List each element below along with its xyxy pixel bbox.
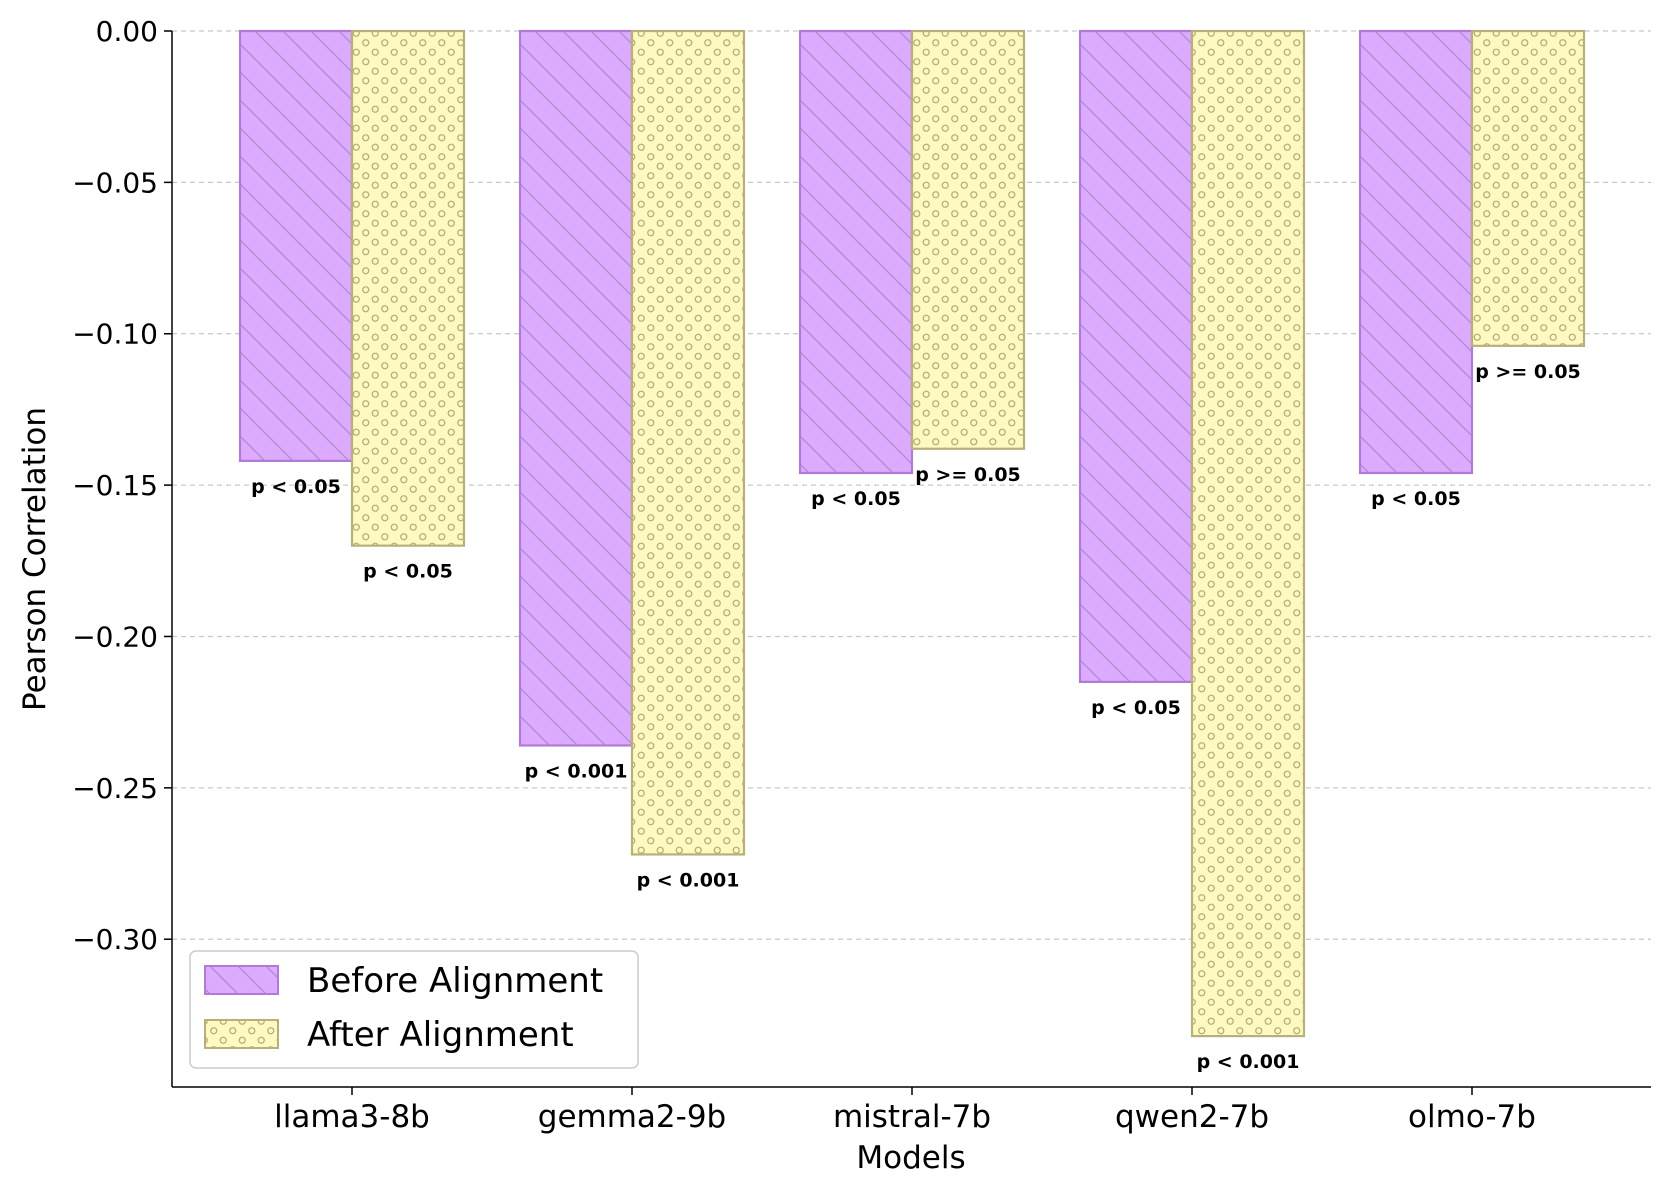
y-ticks: 0.00 −0.05 −0.10 −0.15 −0.20 −0.25 −0.30 (72, 15, 172, 956)
x-tick-label: qwen2-7b (1115, 1099, 1269, 1135)
x-tick-label: llama3-8b (274, 1099, 430, 1135)
y-tick-label: −0.25 (72, 772, 158, 805)
y-tick-label: −0.20 (72, 620, 158, 653)
legend: Before Alignment After Alignment (189, 950, 639, 1069)
y-tick-label: −0.15 (72, 469, 158, 502)
bar-before-gemma2-9b (518, 29, 634, 747)
p-value-label: p < 0.001 (525, 760, 628, 782)
x-tick-label: mistral-7b (833, 1099, 991, 1135)
p-value-label: p < 0.05 (363, 561, 453, 583)
y-tick-label: −0.10 (72, 318, 158, 351)
legend-swatch-after (204, 1019, 279, 1049)
x-ticks: llama3-8b gemma2-9b mistral-7b qwen2-7b olmo… (274, 1087, 1536, 1135)
p-value-label: p < 0.05 (1091, 697, 1181, 719)
bar-before-mistral-7b (798, 29, 914, 475)
p-value-label: p < 0.05 (811, 488, 901, 510)
bar-after-llama3-8b (350, 29, 466, 547)
legend-label-after: After Alignment (307, 1015, 574, 1055)
p-value-label: p < 0.05 (251, 476, 341, 498)
x-tick-label: olmo-7b (1408, 1099, 1536, 1135)
y-tick-label: 0.00 (96, 15, 158, 48)
p-value-labels: p < 0.05 p < 0.05 p < 0.001 p < 0.001 p < 0.… (251, 361, 1581, 1073)
bar-before-olmo-7b (1358, 29, 1474, 475)
p-value-label: p < 0.001 (1197, 1051, 1300, 1073)
bar-after-mistral-7b (910, 29, 1026, 450)
p-value-label: p >= 0.05 (915, 464, 1021, 486)
bar-after-olmo-7b (1470, 29, 1586, 347)
bars-group (238, 29, 1586, 1038)
y-axis-label: Pearson Correlation (17, 407, 53, 711)
p-value-label: p < 0.001 (637, 869, 740, 891)
x-tick-label: gemma2-9b (538, 1099, 726, 1135)
p-value-label: p >= 0.05 (1475, 361, 1581, 383)
bar-before-qwen2-7b (1078, 29, 1194, 683)
legend-label-before: Before Alignment (307, 961, 603, 1001)
bar-after-qwen2-7b (1190, 29, 1306, 1038)
y-tick-label: −0.30 (72, 923, 158, 956)
bar-after-gemma2-9b (630, 29, 746, 856)
y-tick-label: −0.05 (72, 166, 158, 199)
p-value-label: p < 0.05 (1371, 488, 1461, 510)
legend-swatch-before (204, 965, 279, 995)
x-axis-label: Models (856, 1140, 965, 1176)
bar-before-llama3-8b (238, 29, 354, 462)
legend-box (189, 950, 639, 1069)
